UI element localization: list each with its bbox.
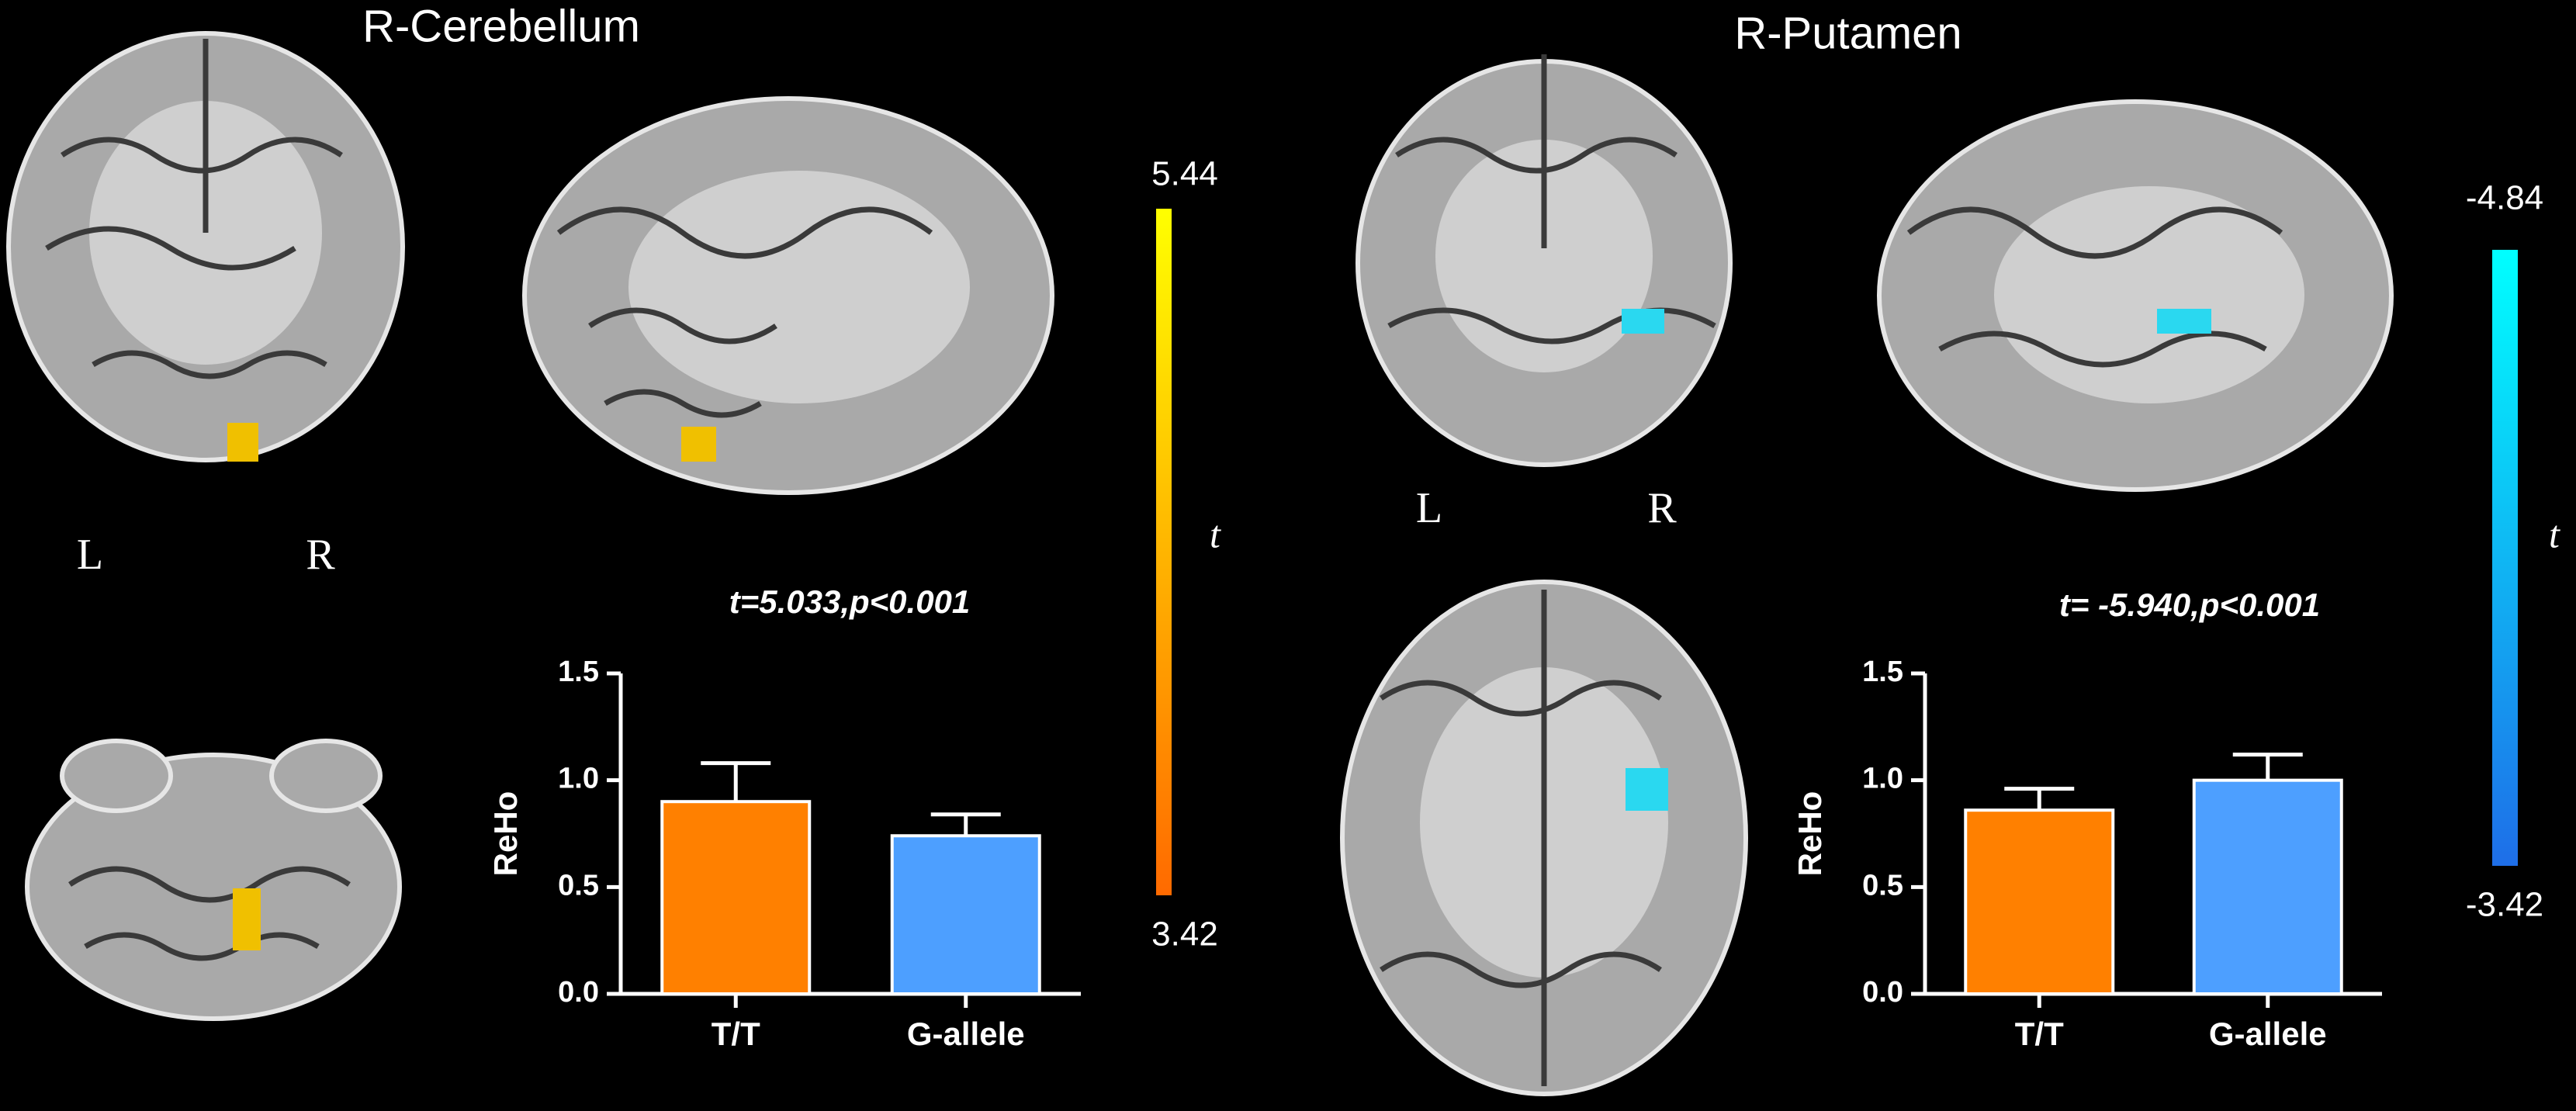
brain-slices	[6, 31, 2394, 1096]
y-tick-label: 0.0	[558, 976, 599, 1009]
y-axis-label: ReHo	[1792, 791, 1828, 877]
orientation-label: R	[306, 531, 335, 579]
colorbar-label: t	[1210, 512, 1221, 556]
annotation: t=5.033,p<0.001	[729, 583, 971, 620]
colorbar	[2492, 250, 2518, 866]
colorbar-tick-label: -4.84	[2466, 179, 2543, 217]
y-tick-label: 1.5	[1862, 656, 1903, 688]
x-tick-label: G-allele	[2209, 1016, 2327, 1052]
y-tick-label: 0.5	[558, 869, 599, 902]
x-tick-label: T/T	[2015, 1016, 2064, 1052]
orientation-label: L	[77, 531, 103, 579]
bar	[2192, 778, 2343, 996]
orientation-label: R	[1647, 484, 1677, 532]
y-tick-label: 0.5	[1862, 869, 1903, 902]
bar	[660, 800, 812, 995]
annotation: t= -5.940,p<0.001	[2059, 587, 2320, 623]
bar	[1964, 808, 2115, 996]
colorbar-label: t	[2549, 512, 2560, 556]
colorbar-tick-label: 5.44	[1151, 155, 1218, 193]
x-tick-label: T/T	[712, 1016, 760, 1052]
y-axis-label: ReHo	[487, 791, 524, 877]
colorbar-tick-label: 3.42	[1151, 915, 1218, 954]
orientation-label: L	[1416, 484, 1442, 532]
colorbar-tick-label: -3.42	[2466, 886, 2543, 924]
panel-title: R-Cerebellum	[362, 1, 640, 51]
y-tick-label: 1.0	[558, 763, 599, 795]
y-tick-label: 1.5	[558, 656, 599, 688]
panel-title: R-Putamen	[1734, 8, 1961, 58]
colorbar	[1156, 209, 1172, 895]
y-tick-label: 0.0	[1862, 976, 1903, 1009]
bar	[890, 834, 1041, 995]
y-tick-label: 1.0	[1862, 763, 1903, 795]
x-tick-label: G-allele	[907, 1016, 1025, 1052]
